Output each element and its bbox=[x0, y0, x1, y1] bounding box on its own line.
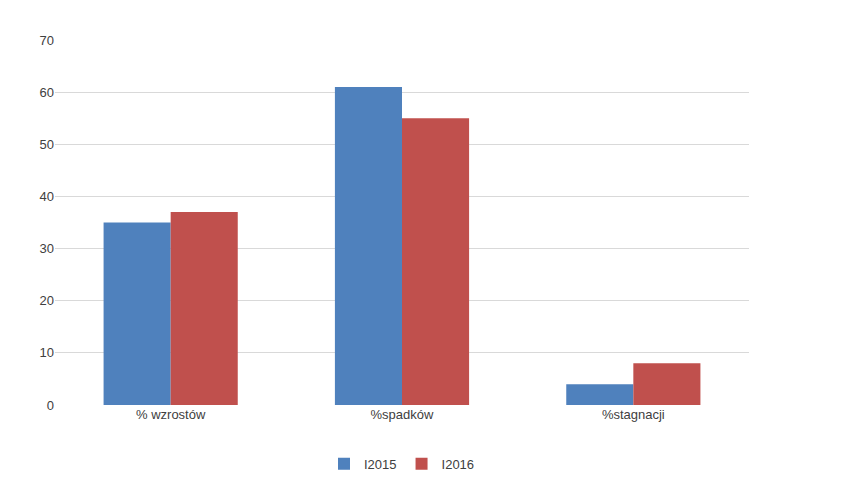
svg-text:40: 40 bbox=[40, 189, 54, 204]
svg-text:30: 30 bbox=[40, 241, 54, 256]
svg-text:I2015: I2015 bbox=[364, 457, 397, 472]
svg-text:50: 50 bbox=[40, 137, 54, 152]
svg-text:70: 70 bbox=[40, 33, 54, 48]
svg-text:%spadków: %spadków bbox=[371, 407, 434, 422]
svg-text:20: 20 bbox=[40, 293, 54, 308]
svg-text:0: 0 bbox=[47, 398, 54, 413]
svg-text:I2016: I2016 bbox=[442, 457, 475, 472]
svg-text:% wzrostów: % wzrostów bbox=[136, 407, 206, 422]
svg-text:%stagnacji: %stagnacji bbox=[602, 407, 665, 422]
svg-text:60: 60 bbox=[40, 85, 54, 100]
svg-text:10: 10 bbox=[40, 345, 54, 360]
